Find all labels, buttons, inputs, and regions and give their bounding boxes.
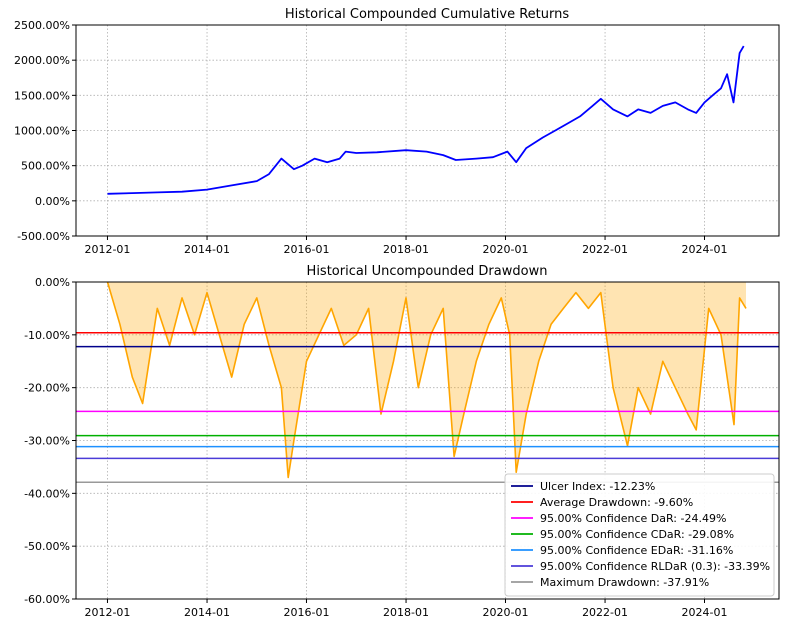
legend-label: 95.00% Confidence EDaR: -31.16% <box>540 544 733 557</box>
returns-series-line <box>107 45 745 195</box>
x-tick-label: 2022-01 <box>582 243 628 256</box>
returns-chart-frame <box>75 24 780 237</box>
drawdown-area <box>107 282 746 478</box>
y-tick-label: -50.00% <box>24 540 70 553</box>
legend-label: Average Drawdown: -9.60% <box>540 496 693 509</box>
x-tick-label: 2014-01 <box>184 606 230 619</box>
returns-chart-title: Historical Compounded Cumulative Returns <box>285 7 570 22</box>
returns-chart: Historical Compounded Cumulative Returns… <box>14 7 780 256</box>
x-tick-label: 2020-01 <box>482 606 528 619</box>
legend-box <box>504 473 775 597</box>
x-tick-label: 2016-01 <box>283 606 329 619</box>
y-tick-label: 500.00% <box>21 160 70 173</box>
drawdown-chart: Historical Uncompounded Drawdown -60.00%… <box>24 264 780 619</box>
x-tick-label: 2014-01 <box>184 243 230 256</box>
drawdown-chart-frame <box>75 281 780 600</box>
legend-label: Maximum Drawdown: -37.91% <box>540 576 709 589</box>
x-tick-label: 2024-01 <box>682 606 728 619</box>
y-tick-label: -30.00% <box>24 435 70 448</box>
x-tick-label: 2022-01 <box>582 606 628 619</box>
x-tick-label: 2018-01 <box>383 243 429 256</box>
legend-label: Ulcer Index: -12.23% <box>540 480 655 493</box>
legend-label: 95.00% Confidence CDaR: -29.08% <box>540 528 734 541</box>
legend: Ulcer Index: -12.23% Average Drawdown: -9… <box>504 473 775 597</box>
y-tick-label: -20.00% <box>24 382 70 395</box>
drawdown-chart-title: Historical Uncompounded Drawdown <box>307 264 548 279</box>
x-tick-label: 2012-01 <box>84 243 130 256</box>
x-tick-label: 2024-01 <box>682 243 728 256</box>
drawdown-series-line <box>106 281 747 479</box>
y-tick-label: -10.00% <box>24 329 70 342</box>
y-tick-label: 1000.00% <box>14 125 70 138</box>
x-tick-label: 2012-01 <box>84 606 130 619</box>
y-tick-label: 2500.00% <box>14 19 70 32</box>
y-tick-label: 0.00% <box>35 195 70 208</box>
x-tick-label: 2016-01 <box>283 243 329 256</box>
y-tick-label: 2000.00% <box>14 54 70 67</box>
y-tick-label: -500.00% <box>17 230 70 243</box>
legend-label: 95.00% Confidence DaR: -24.49% <box>540 512 726 525</box>
y-tick-label: -60.00% <box>24 593 70 606</box>
legend-label: 95.00% Confidence RLDaR (0.3): -33.39% <box>540 560 770 573</box>
y-tick-label: 1500.00% <box>14 89 70 102</box>
x-tick-label: 2018-01 <box>383 606 429 619</box>
y-tick-label: -40.00% <box>24 487 70 500</box>
x-tick-label: 2020-01 <box>482 243 528 256</box>
y-tick-label: 0.00% <box>35 276 70 289</box>
